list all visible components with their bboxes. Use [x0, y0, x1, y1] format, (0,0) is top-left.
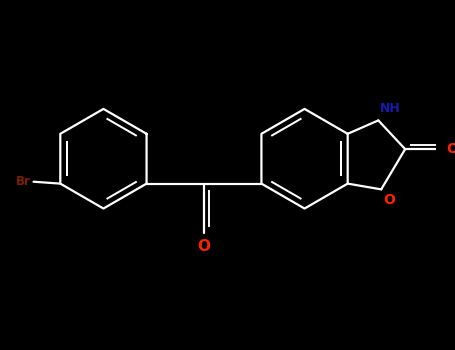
Text: NH: NH	[380, 102, 401, 115]
Text: Br: Br	[16, 175, 30, 188]
Text: O: O	[197, 239, 211, 254]
Text: O: O	[383, 193, 395, 207]
Text: O: O	[446, 142, 455, 156]
